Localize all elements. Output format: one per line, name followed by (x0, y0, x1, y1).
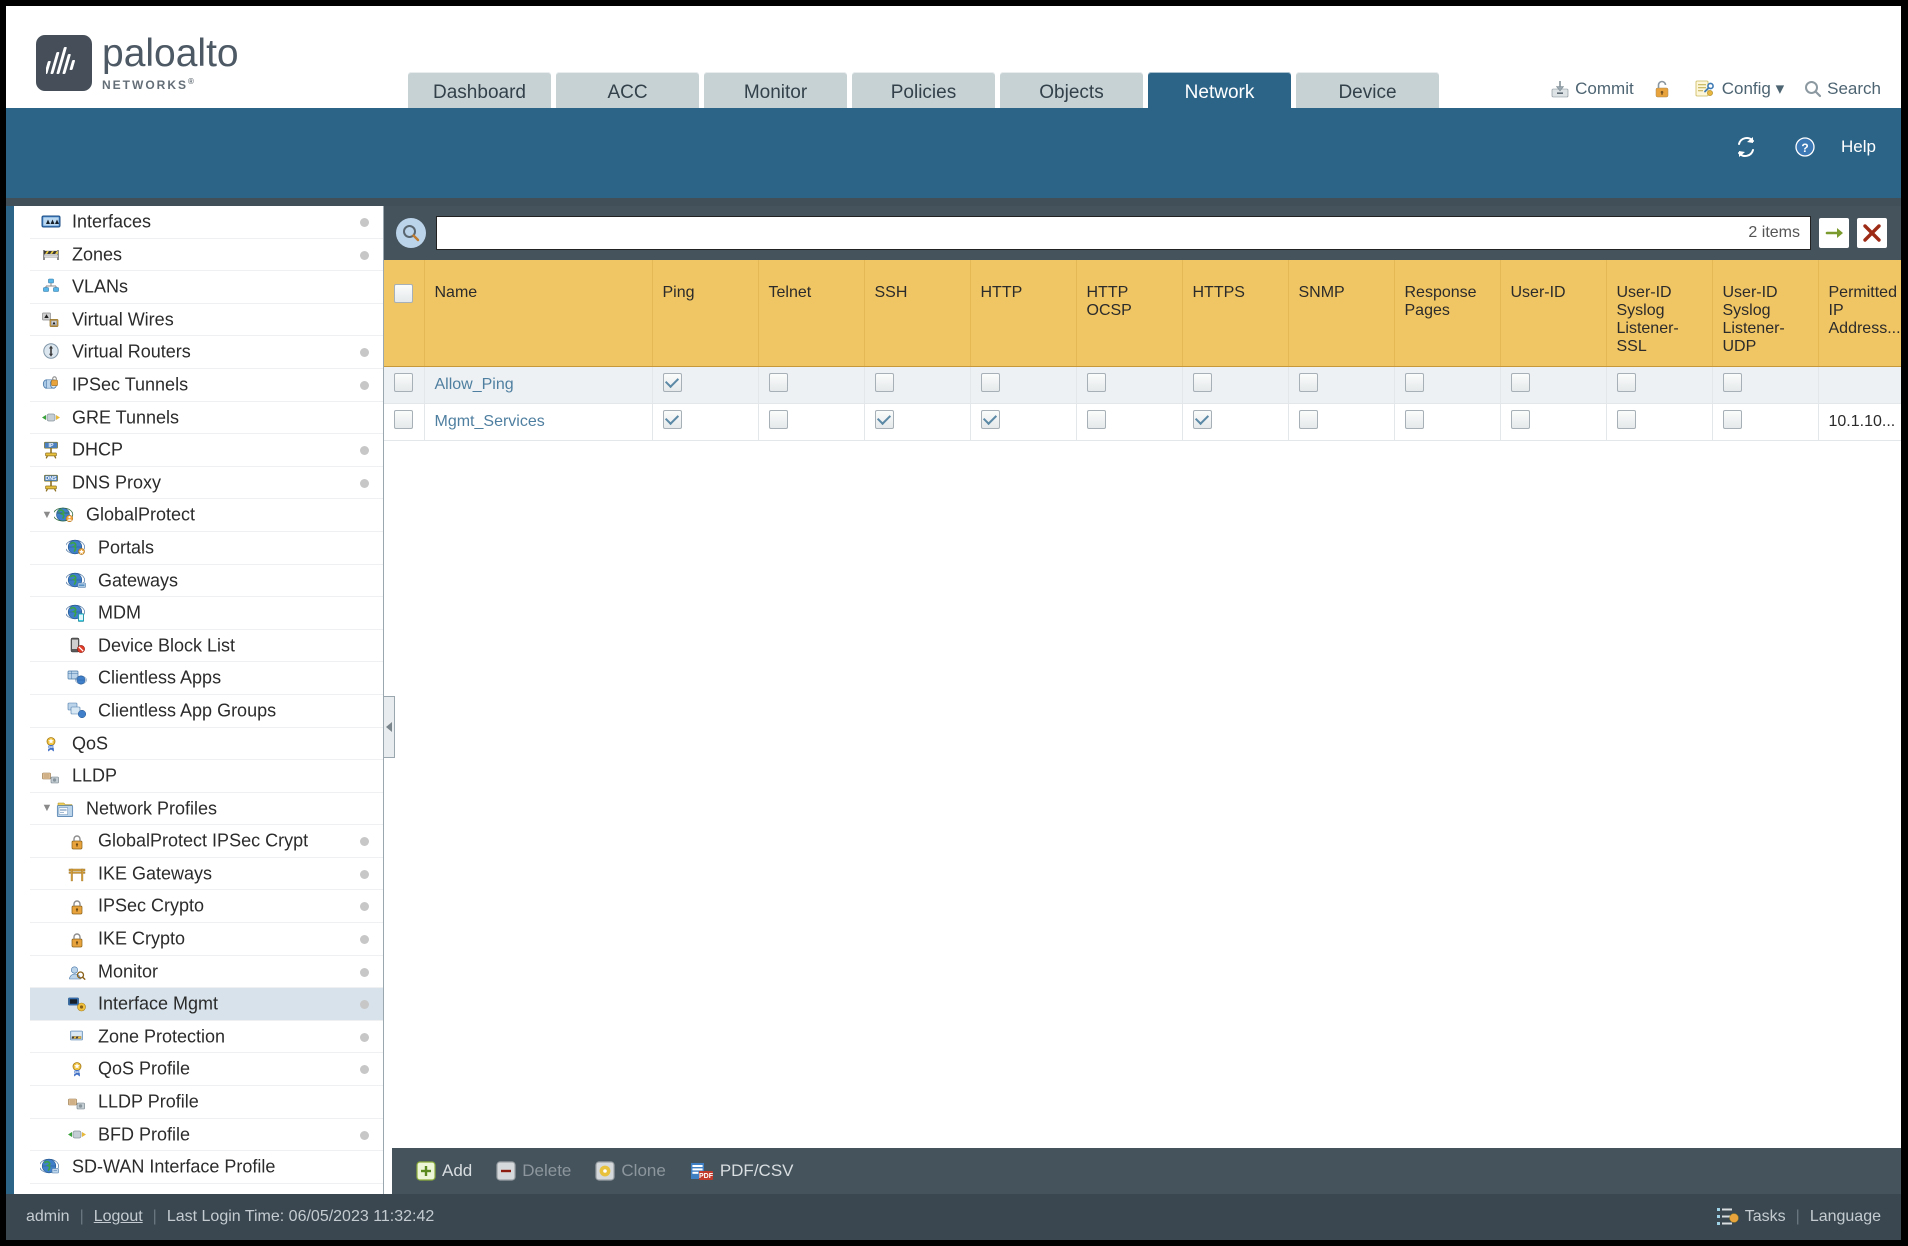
svg-text:IP: IP (49, 443, 54, 449)
svg-text:DNS: DNS (45, 476, 57, 482)
svg-text:QoS: QoS (73, 1071, 81, 1075)
svg-text:?: ? (1801, 141, 1808, 155)
svg-text:PDF: PDF (699, 1173, 714, 1180)
svg-text:QoS: QoS (47, 745, 55, 749)
